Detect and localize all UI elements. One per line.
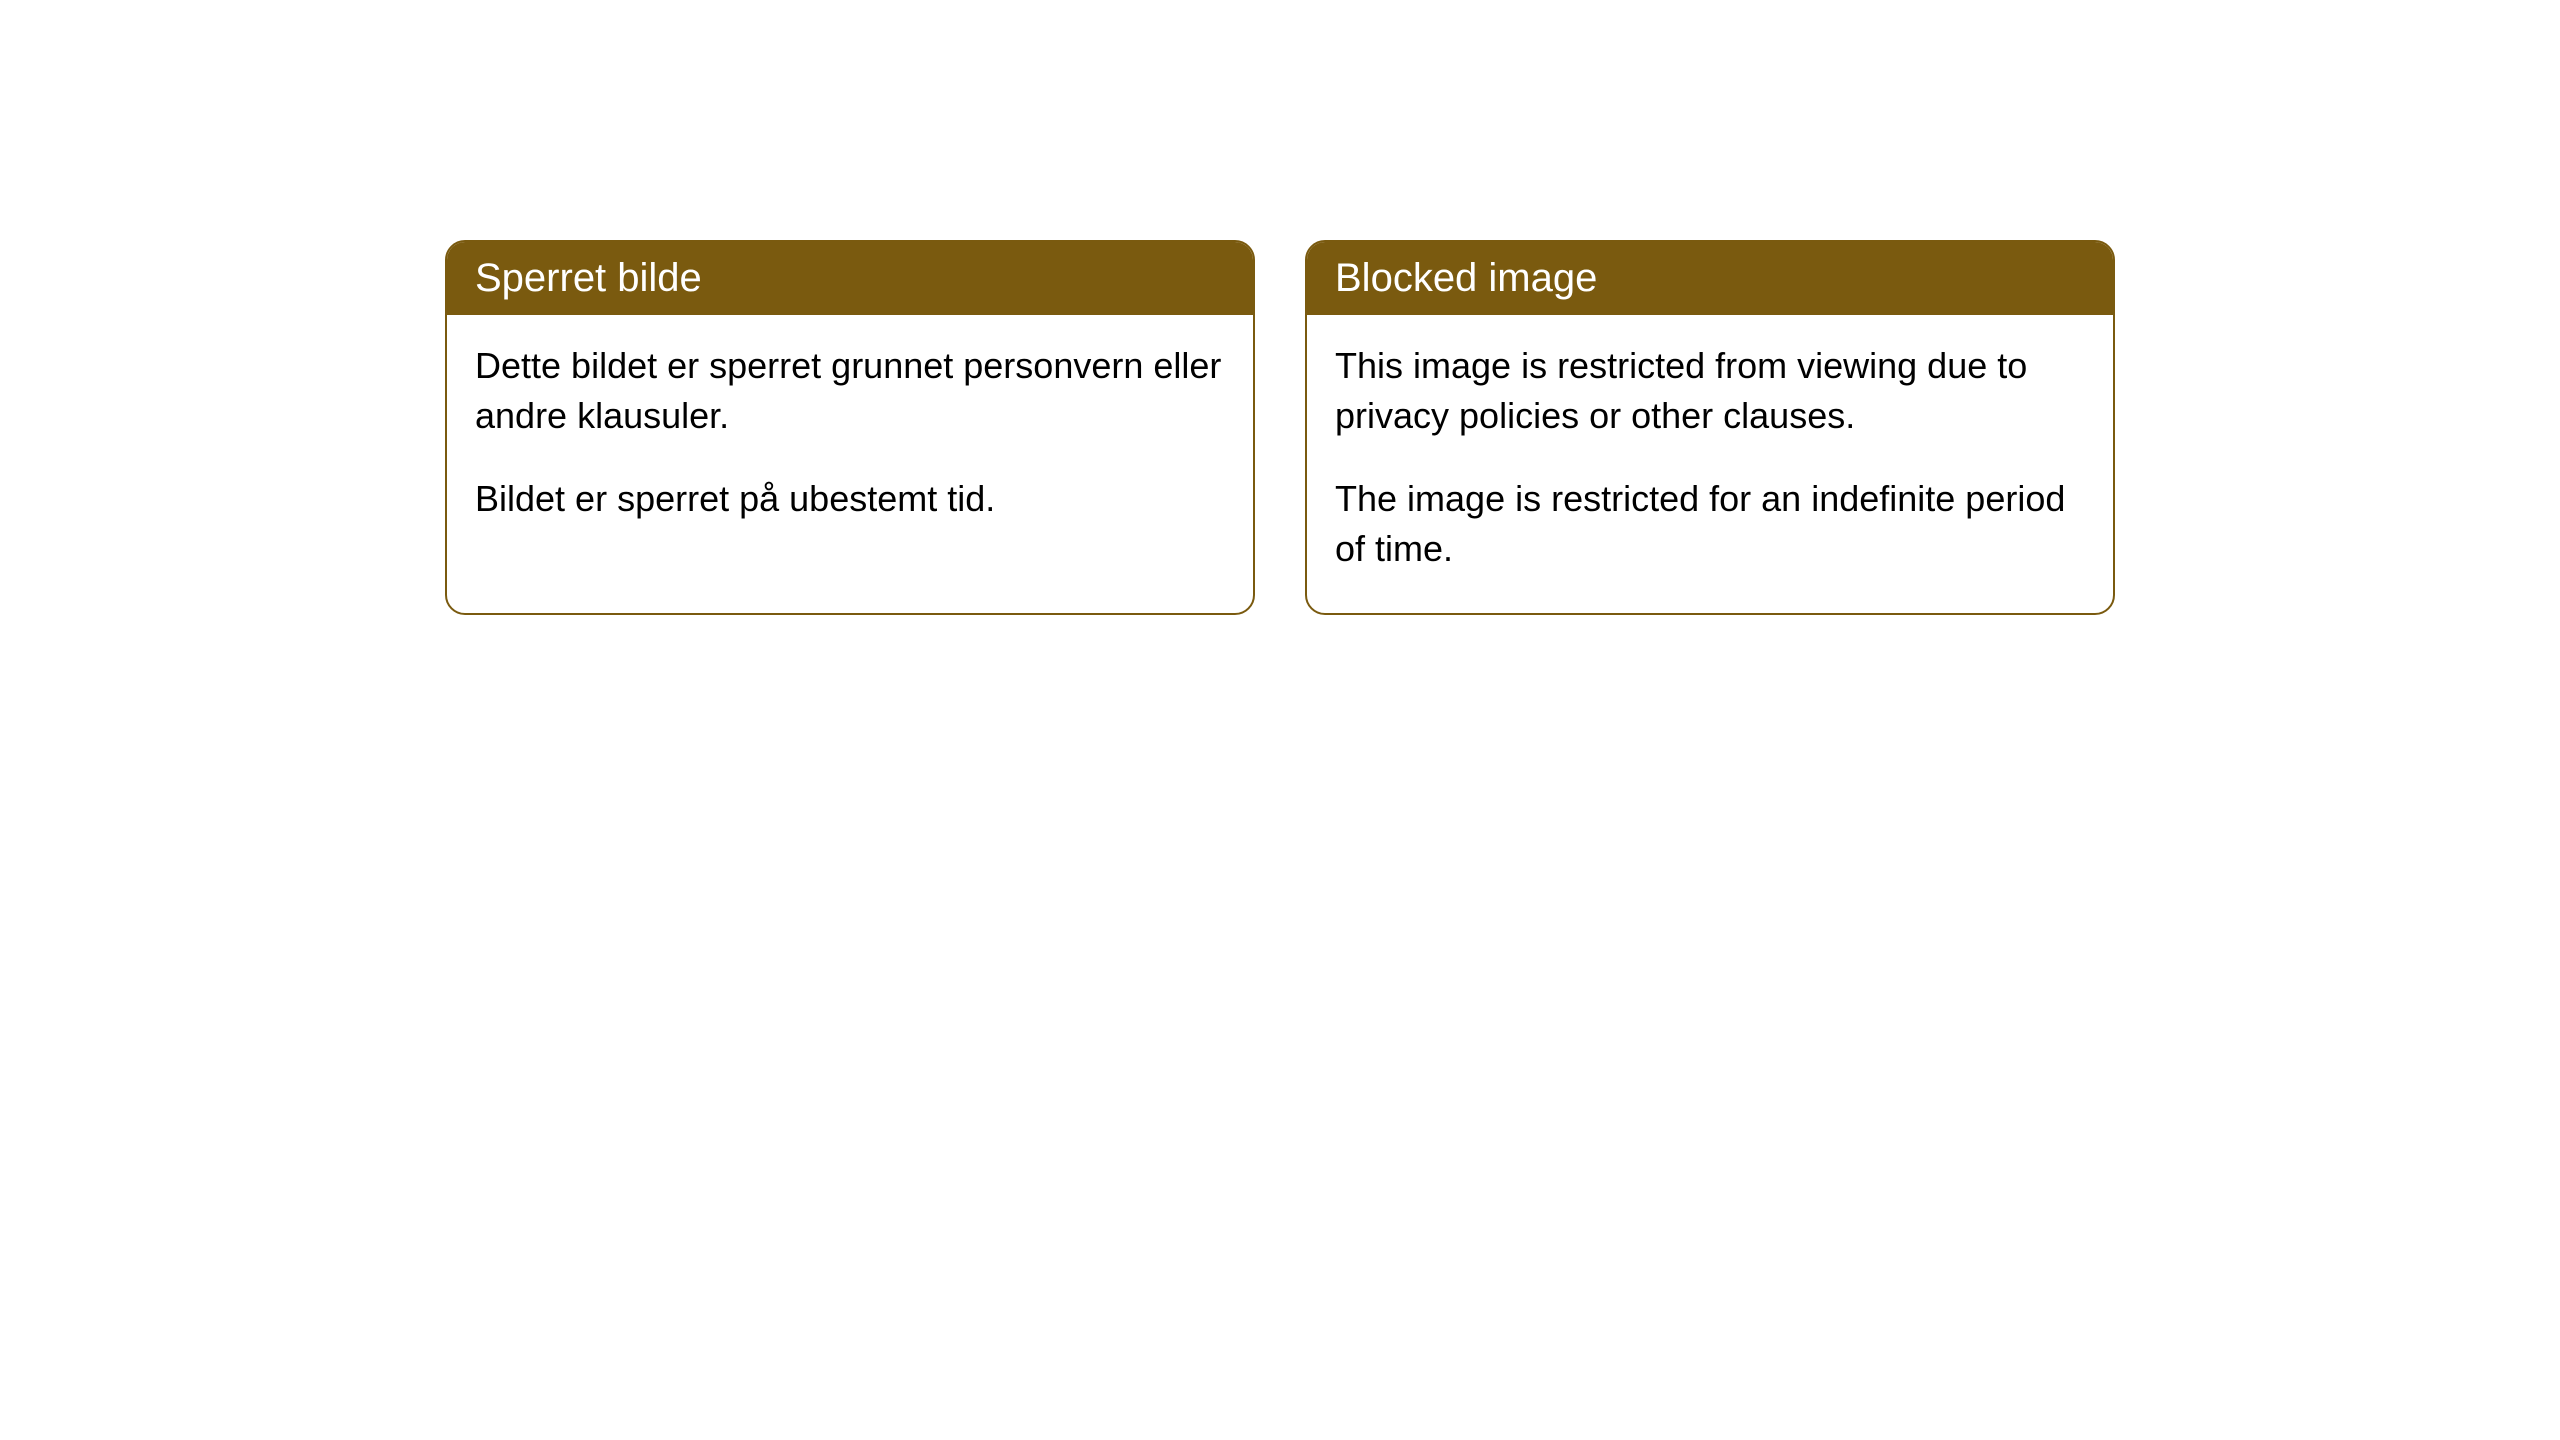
notice-card-norwegian: Sperret bilde Dette bildet er sperret gr… (445, 240, 1255, 615)
card-header: Sperret bilde (447, 242, 1253, 315)
notice-card-english: Blocked image This image is restricted f… (1305, 240, 2115, 615)
card-paragraph: Dette bildet er sperret grunnet personve… (475, 341, 1225, 442)
notice-container: Sperret bilde Dette bildet er sperret gr… (0, 240, 2560, 615)
card-paragraph: The image is restricted for an indefinit… (1335, 474, 2085, 575)
card-body: This image is restricted from viewing du… (1307, 315, 2113, 613)
card-header: Blocked image (1307, 242, 2113, 315)
card-body: Dette bildet er sperret grunnet personve… (447, 315, 1253, 562)
card-paragraph: Bildet er sperret på ubestemt tid. (475, 474, 1225, 524)
card-paragraph: This image is restricted from viewing du… (1335, 341, 2085, 442)
